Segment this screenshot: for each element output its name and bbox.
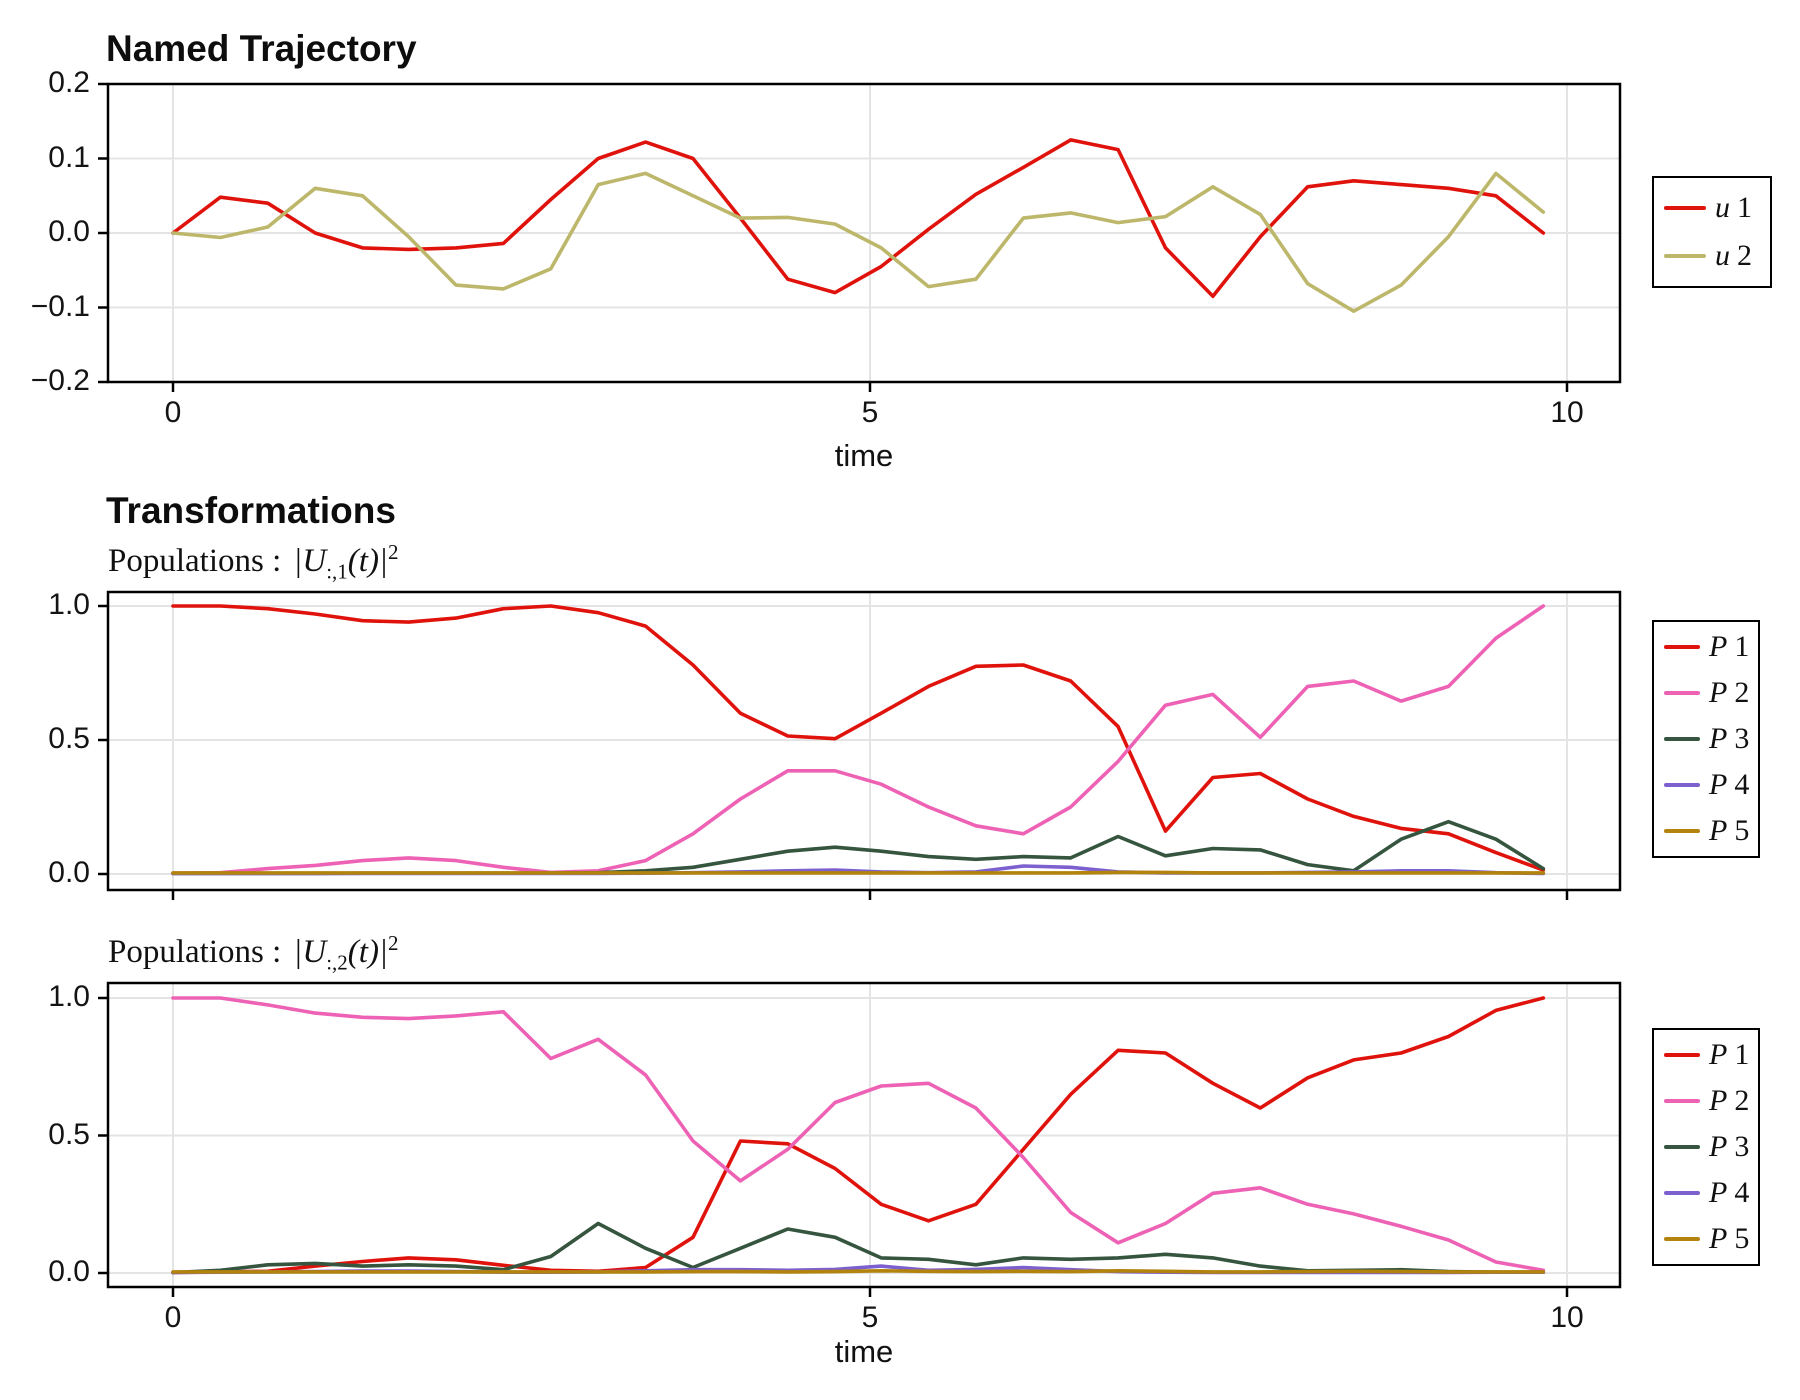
math-subscript: :,2 xyxy=(326,950,348,975)
legend-line-sample xyxy=(1664,1053,1700,1057)
named-trajectory-title: Named Trajectory xyxy=(106,28,417,69)
y-tick-label: 0.5 xyxy=(48,721,90,755)
math-superscript: 2 xyxy=(388,540,399,564)
series-line-P-1 xyxy=(171,604,1546,872)
subtitle-prefix: Populations : xyxy=(108,934,282,970)
series-line-P-5 xyxy=(171,1269,1546,1274)
legend-line-sample xyxy=(1664,691,1700,695)
x-tick-label: 5 xyxy=(861,396,879,429)
x-axis-label-top: time xyxy=(834,438,894,473)
legend-line-sample xyxy=(1664,206,1706,210)
math-term: |U xyxy=(293,543,327,579)
math-superscript: 2 xyxy=(388,931,399,955)
series-line-P-3 xyxy=(171,819,1546,876)
y-tick-label: −0.1 xyxy=(30,289,90,323)
legend-line-sample xyxy=(1664,1099,1700,1103)
series-line-P-2 xyxy=(171,604,1546,876)
x-axis-label-bottom: time xyxy=(834,1334,894,1369)
legend-line-sample xyxy=(1664,1191,1700,1195)
series-line-P-5 xyxy=(171,870,1546,875)
y-tick-label: 0.2 xyxy=(48,65,90,99)
math-term: (t)| xyxy=(347,934,388,970)
legend-line-sample xyxy=(1664,829,1700,833)
x-tick-label: 0 xyxy=(164,396,182,429)
series-line-P-1 xyxy=(171,996,1546,1275)
x-tick-label: 0 xyxy=(164,1301,182,1334)
y-tick-label: 0.0 xyxy=(48,214,90,248)
legend-line-sample xyxy=(1664,254,1706,258)
math-term: (t)| xyxy=(347,543,388,579)
x-tick-label: 10 xyxy=(1550,396,1584,429)
y-tick-label: 0.1 xyxy=(48,140,90,174)
math-term: |U xyxy=(293,934,327,970)
series-line-u-1 xyxy=(171,138,1546,299)
series-line-P-2 xyxy=(171,996,1546,1273)
y-tick-label: 0.0 xyxy=(48,855,90,889)
x-tick-label: 5 xyxy=(861,1301,879,1334)
legend-line-sample xyxy=(1664,783,1700,787)
legend-line-sample xyxy=(1664,737,1700,741)
x-tick-label: 10 xyxy=(1550,1301,1584,1334)
legend-line-sample xyxy=(1664,645,1700,649)
y-tick-label: 1.0 xyxy=(48,587,90,621)
y-tick-label: 0.0 xyxy=(48,1254,90,1288)
populations-2-subtitle: Populations : |U:,2(t)|2 xyxy=(108,931,399,974)
y-tick-label: 0.5 xyxy=(48,1117,90,1151)
y-tick-label: 1.0 xyxy=(48,979,90,1013)
series-line-u-2 xyxy=(171,171,1546,314)
math-subscript: :,1 xyxy=(326,559,348,584)
populations-1-subtitle: Populations : |U:,1(t)|2 xyxy=(108,540,399,583)
legend-line-sample xyxy=(1664,1237,1700,1241)
series-line-P-3 xyxy=(171,1221,1546,1275)
transformations-title: Transformations xyxy=(106,490,396,531)
y-tick-label: −0.2 xyxy=(30,363,90,397)
subtitle-prefix: Populations : xyxy=(108,543,282,579)
legend-line-sample xyxy=(1664,1145,1700,1149)
